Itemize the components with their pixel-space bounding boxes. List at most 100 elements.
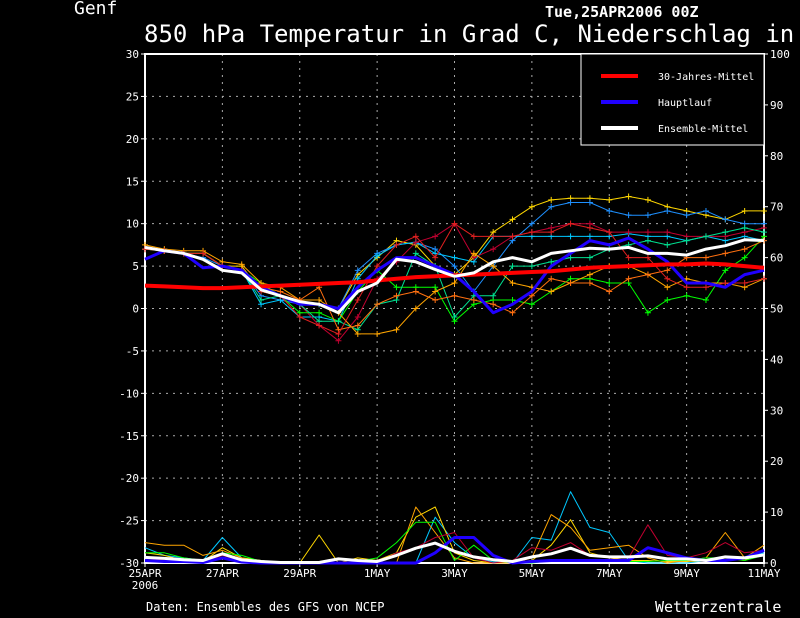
station-name: Genf xyxy=(74,0,118,19)
temp-member-line-point xyxy=(548,288,555,295)
temp-member-line-point xyxy=(509,233,516,240)
temp-member-line-point xyxy=(567,280,574,287)
x-tick-label: 27APR xyxy=(206,567,239,580)
temp-member-line-point xyxy=(316,297,323,304)
y-left-tick-label: -10 xyxy=(119,387,139,400)
temp-member-line-point xyxy=(586,199,593,206)
temp-member-line-point xyxy=(586,254,593,261)
temp-member-line-point xyxy=(432,297,439,304)
temp-member-line-point xyxy=(567,254,574,261)
temp-member-line-point xyxy=(528,292,535,299)
y-left-tick-label: 0 xyxy=(132,303,139,316)
temp-member-line-point xyxy=(606,288,613,295)
temp-member-line-point xyxy=(586,233,593,240)
temp-member-line-point xyxy=(470,250,477,257)
temp-member-line-point xyxy=(702,284,709,291)
temp-member-line-point xyxy=(606,229,613,236)
y-left-tick-label: 10 xyxy=(126,218,139,231)
temp-member-line-point xyxy=(374,263,381,270)
temp-member-line-point xyxy=(354,322,361,329)
temp-member-line-point xyxy=(528,203,535,210)
temp-member-line-point xyxy=(722,280,729,287)
temp-member-line-point xyxy=(722,267,729,274)
y-left-tick-label: -15 xyxy=(119,430,139,443)
temp-member-line-point xyxy=(316,309,323,316)
temp-member-line-point xyxy=(741,254,748,261)
temp-member-line-point xyxy=(625,212,632,219)
temp-member-line-point xyxy=(664,241,671,248)
temp-member-line-point xyxy=(509,216,516,223)
temp-member-line-point xyxy=(625,275,632,282)
temp-member-line-point xyxy=(451,263,458,270)
temp-member-line-point xyxy=(316,322,323,329)
temp-member-line-point xyxy=(393,241,400,248)
temp-member-line-point xyxy=(432,233,439,240)
temp-member-line-point xyxy=(393,326,400,333)
temp-member-line-point xyxy=(644,254,651,261)
legend-label: Hauptlauf xyxy=(658,98,712,109)
temp-member-line-point xyxy=(548,258,555,265)
temp-member-line-point xyxy=(374,301,381,308)
temp-member-line-point xyxy=(509,309,516,316)
y-left-tick-label: 25 xyxy=(126,90,139,103)
x-tick-label: 7MAY xyxy=(596,567,623,580)
temp-member-line-point xyxy=(393,292,400,299)
temp-member-line-point xyxy=(567,233,574,240)
temp-member-line-point xyxy=(200,250,207,257)
temp-member-line-point xyxy=(567,220,574,227)
y-left-tick-label: 20 xyxy=(126,133,139,146)
temp-member-line-point xyxy=(702,254,709,261)
temp-mean-line xyxy=(144,238,765,315)
y-left-tick-label: -5 xyxy=(126,345,139,358)
temp-member-line-point xyxy=(451,254,458,261)
temp-member-line-point xyxy=(393,284,400,291)
temp-member-line-point xyxy=(374,330,381,337)
temp-member-line-point xyxy=(451,292,458,299)
temp-member-line-point xyxy=(741,280,748,287)
temp-member-line-point xyxy=(451,280,458,287)
axes: 302520151050-5-10-15-20-25-3010090807060… xyxy=(119,48,790,592)
x-tick-label: 25APR xyxy=(128,567,161,580)
temp-member-line-point xyxy=(664,229,671,236)
data-source: Daten: Ensembles des GFS von NCEP xyxy=(146,600,385,614)
temp-member-line-point xyxy=(374,252,381,259)
temp-member-line-point xyxy=(761,207,767,214)
temp-member-line-point xyxy=(432,288,439,295)
temp-member-line-point xyxy=(528,229,535,236)
temp-member-line-point xyxy=(683,212,690,219)
temp-member-line-point xyxy=(258,297,265,304)
x-tick-label: 11MAY xyxy=(747,567,780,580)
y-left-tick-label: -25 xyxy=(119,515,139,528)
temp-member-line-point xyxy=(702,297,709,304)
temp-member-line-point xyxy=(664,284,671,291)
temp-member-line-point xyxy=(644,237,651,244)
temp-member-line-point xyxy=(548,203,555,210)
temp-member-line-point xyxy=(490,246,497,253)
y-right-tick-label: 80 xyxy=(770,150,783,163)
temp-member-line-point xyxy=(412,305,419,312)
temp-member-line-point xyxy=(625,254,632,261)
temp-member-line-point xyxy=(528,301,535,308)
precip-main-line xyxy=(144,536,765,565)
chart-title: 850 hPa Temperatur in Grad C, Niederschl… xyxy=(144,20,800,48)
y-right-tick-label: 20 xyxy=(770,455,783,468)
temp-member-line-point xyxy=(470,233,477,240)
temp-member-line-point xyxy=(664,275,671,282)
temp-member-line-point xyxy=(761,229,767,236)
y-right-tick-label: 100 xyxy=(770,48,790,61)
temp-member-line-point xyxy=(644,309,651,316)
x-tick-label: 3MAY xyxy=(441,567,468,580)
y-right-tick-label: 40 xyxy=(770,353,783,366)
temp-member-line-point xyxy=(354,313,361,320)
temp-member-line-point xyxy=(548,196,555,203)
precip-member-line xyxy=(145,521,765,564)
y-left-tick-label: -20 xyxy=(119,472,139,485)
temp-member-line-point xyxy=(509,297,516,304)
temp-member-line-point xyxy=(412,288,419,295)
temp-member-line-point xyxy=(741,224,748,231)
temp-member-line-point xyxy=(722,229,729,236)
temp-member-line-point xyxy=(586,224,593,231)
temp-member-line-point xyxy=(509,280,516,287)
temp-member-line-point xyxy=(644,196,651,203)
